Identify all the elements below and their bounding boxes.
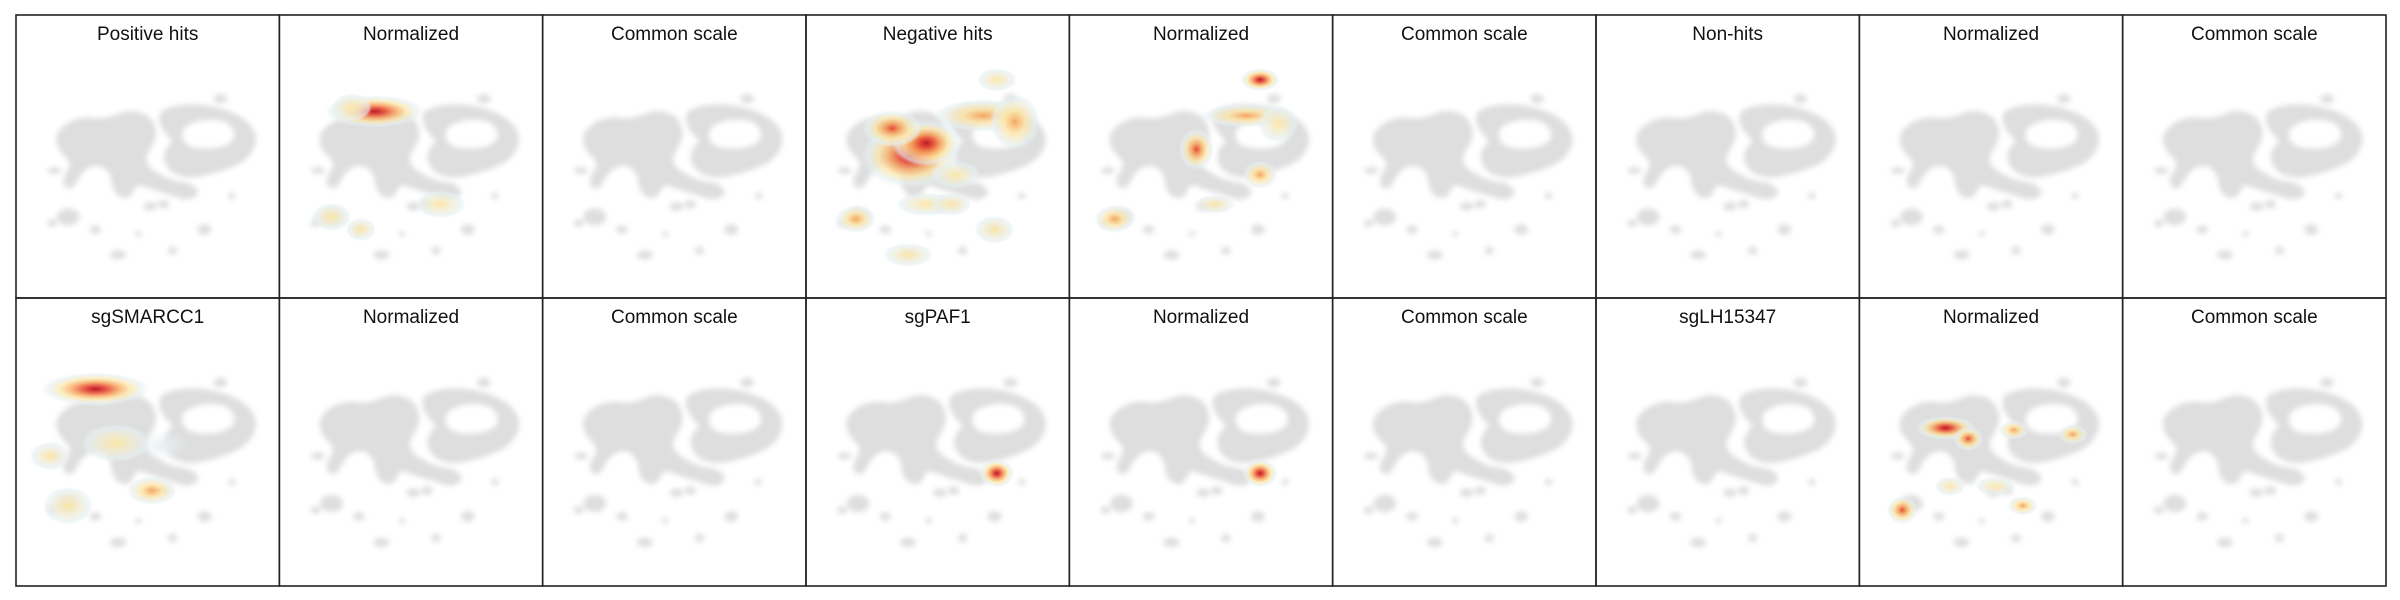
panel-title: sgPAF1 xyxy=(905,307,971,328)
density-hotspot xyxy=(345,217,376,242)
panel-15: Common scale xyxy=(1331,297,1597,587)
panel-title: sgSMARCC1 xyxy=(91,307,204,328)
embedding-background xyxy=(1890,377,2100,548)
panel-1: Positive hits xyxy=(15,14,281,299)
density-hotspot xyxy=(976,68,1017,92)
density-hotspot xyxy=(1178,128,1214,171)
density-hotspot xyxy=(2057,424,2088,444)
panel-title: Negative hits xyxy=(883,24,993,45)
density-hotspot xyxy=(1953,426,1984,451)
embedding-background xyxy=(573,377,783,548)
density-hotspot xyxy=(1935,476,1966,496)
density-hotspot xyxy=(931,192,972,216)
panel-title: Normalized xyxy=(1943,307,2039,328)
panel-title: Normalized xyxy=(1153,307,1249,328)
embedding-background xyxy=(1627,377,1836,548)
density-hotspot xyxy=(43,486,94,525)
embedding-background xyxy=(2153,377,2363,548)
panel-title: sgLH15347 xyxy=(1679,307,1776,328)
density-hotspot xyxy=(311,202,352,231)
embedding-background xyxy=(573,94,783,260)
panel-5: Normalized xyxy=(1068,14,1334,299)
panel-16: sgLH15347 xyxy=(1595,297,1861,587)
density-hotspot xyxy=(1975,476,2016,496)
density-hotspot xyxy=(331,93,372,122)
panel-12: Common scale xyxy=(541,297,807,587)
panel-title: Common scale xyxy=(1401,307,1528,328)
panel-title: Common scale xyxy=(611,307,738,328)
panels-layer: Positive hits Normalized Common scale Negat… xyxy=(15,14,2387,587)
embedding-background xyxy=(1363,94,1573,260)
density-hotspot xyxy=(1887,495,1918,525)
panel-title: Common scale xyxy=(611,24,738,45)
panel-title: Normalized xyxy=(1943,24,2039,45)
density-hotspot xyxy=(1094,205,1135,233)
density-hotspot xyxy=(138,430,189,460)
density-hotspot xyxy=(835,205,876,233)
panel-9: Common scale xyxy=(2121,14,2387,299)
panel-6: Common scale xyxy=(1331,14,1597,299)
density-hotspot xyxy=(979,459,1015,488)
panel-frame xyxy=(2121,297,2387,587)
embedding-background xyxy=(1627,94,1836,260)
panel-title: Non-hits xyxy=(1692,24,1763,45)
panel-title: Normalized xyxy=(363,24,459,45)
panel-title: Normalized xyxy=(363,307,459,328)
embedding-background xyxy=(310,377,520,548)
panel-11: Normalized xyxy=(278,297,544,587)
embedding-background xyxy=(1363,377,1573,548)
panel-8: Normalized xyxy=(1858,14,2124,299)
density-hotspot xyxy=(415,190,466,219)
density-hotspot xyxy=(883,243,934,267)
density-hotspot xyxy=(1258,105,1299,143)
embedding-background xyxy=(837,377,1046,548)
density-hotspot xyxy=(127,476,178,505)
panel-title: Common scale xyxy=(2191,24,2318,45)
panel-title: Positive hits xyxy=(97,24,198,45)
density-hotspot xyxy=(29,441,70,471)
panel-title: Common scale xyxy=(1401,24,1528,45)
embedding-background xyxy=(1890,94,2100,260)
density-hotspot xyxy=(1194,194,1235,214)
density-hotspot xyxy=(1998,420,2029,440)
embedding-background xyxy=(1100,377,1310,548)
density-hotspot xyxy=(1242,160,1278,189)
density-hotspot xyxy=(974,215,1015,244)
panel-10: sgSMARCC1 xyxy=(15,297,281,587)
density-hotspot xyxy=(930,160,981,189)
panel-title: Common scale xyxy=(2191,307,2318,328)
panel-14: Normalized xyxy=(1068,297,1334,587)
panel-7: Non-hits xyxy=(1595,14,1861,299)
panel-17: Normalized xyxy=(1858,297,2124,587)
panel-18: Common scale xyxy=(2121,297,2387,587)
density-hotspot xyxy=(862,109,923,147)
panel-title: Normalized xyxy=(1153,24,1249,45)
panel-13: sgPAF1 xyxy=(805,297,1071,587)
density-hotspot xyxy=(80,424,151,463)
panel-4: Negative hits xyxy=(805,14,1071,299)
embedding-background xyxy=(47,94,256,260)
density-hotspot xyxy=(989,94,1040,150)
density-hotspot xyxy=(2007,496,2038,516)
density-hotspot xyxy=(1240,68,1281,92)
density-hotspot xyxy=(1242,459,1278,488)
density-hotspot xyxy=(40,372,151,406)
panel-2: Normalized xyxy=(278,14,544,299)
embedding-background xyxy=(2153,94,2363,260)
panel-3: Common scale xyxy=(541,14,807,299)
